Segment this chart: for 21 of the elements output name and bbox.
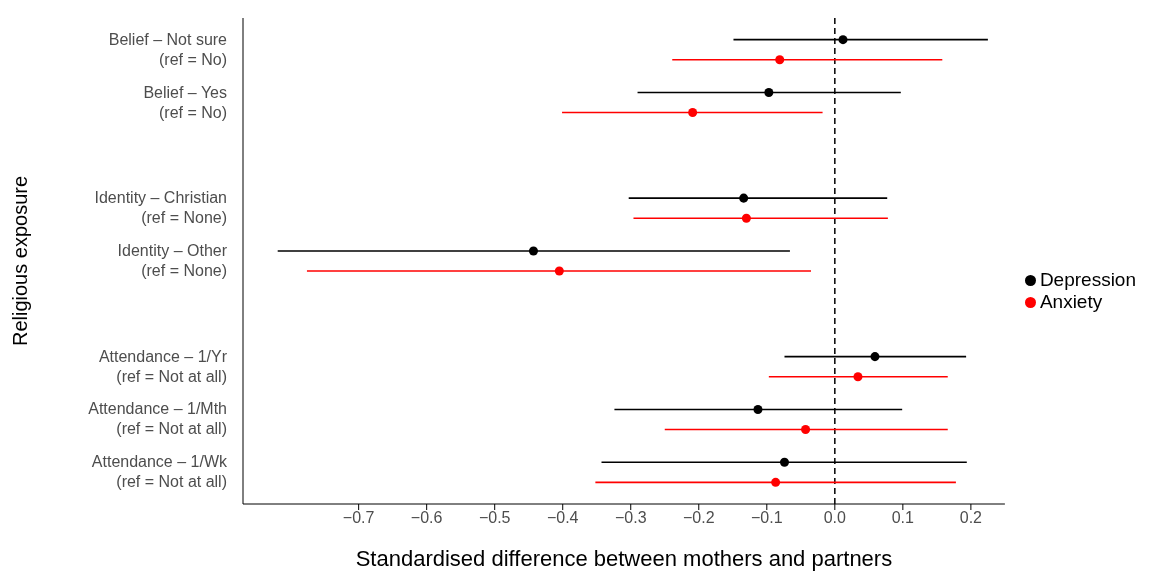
- y-tick-label: Attendance – 1/Mth (ref = Not at all): [88, 400, 227, 438]
- x-tick-label: 0.0: [823, 509, 847, 527]
- y-tick-label: Identity – Other (ref = None): [117, 242, 228, 279]
- x-tick-label: −0.4: [546, 509, 579, 527]
- x-tick-label: 0.1: [891, 509, 915, 527]
- x-tick-label: −0.7: [342, 509, 375, 527]
- x-tick-label: −0.6: [410, 509, 443, 527]
- x-tick-label: −0.1: [751, 509, 783, 527]
- x-tick-label: 0.2: [959, 509, 983, 527]
- legend-label: Anxiety: [1039, 291, 1103, 312]
- y-tick-label: Attendance – 1/Yr (ref = Not at all): [98, 347, 228, 385]
- x-tick-label: −0.2: [682, 509, 715, 527]
- y-tick-label: Attendance – 1/Wk (ref = Not at all): [91, 453, 228, 491]
- x-tick-label: −0.3: [614, 509, 647, 527]
- x-axis-title: Standardised difference between mothers and partners: [355, 546, 893, 571]
- x-tick-label: −0.5: [478, 509, 511, 527]
- y-tick-label: Identity – Christian (ref = None): [94, 189, 227, 227]
- legend-label: Depression: [1039, 269, 1136, 290]
- y-tick-label: Belief – Yes (ref = No): [143, 83, 227, 121]
- y-tick-label: Belief – Not sure (ref = No): [108, 30, 228, 68]
- y-axis-title: Religious exposure: [9, 175, 32, 347]
